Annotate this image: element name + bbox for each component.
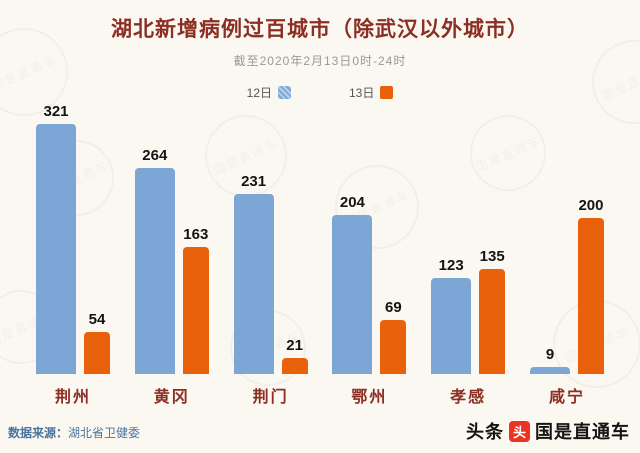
- bar-group-鄂州: 204 69 鄂州: [332, 100, 407, 407]
- data-source-value: 湖北省卫健委: [68, 426, 141, 440]
- bar-value-label: 54: [88, 311, 106, 328]
- category-label: 鄂州: [351, 389, 388, 406]
- data-source-label: 数据来源：: [8, 426, 69, 440]
- chart-title: 湖北新增病例过百城市（除武汉以外城市）: [111, 18, 529, 41]
- bar-group-孝感: 123 135 孝感: [431, 100, 506, 407]
- legend-item-12日: 12日: [247, 84, 291, 101]
- bar-value-label: 135: [479, 248, 505, 265]
- bar-value-label: 163: [183, 226, 209, 243]
- bar-group-黄冈: 264 163 黄冈: [134, 100, 209, 407]
- bar-13日-鄂州: [380, 320, 407, 374]
- bar-13日-荆门: [281, 358, 308, 374]
- bar-value-label: 9: [545, 346, 555, 363]
- bar-value-label: 123: [438, 257, 464, 274]
- chart-subtitle: 截至2020年2月13日0时-24时: [233, 54, 407, 68]
- brand-right-text: 国是直通车: [535, 422, 630, 442]
- brand-bar: 头条 头 国是直通车: [466, 418, 630, 444]
- data-source: 数据来源：湖北省卫健委: [8, 424, 140, 441]
- bar-group-荆门: 231 21 荆门: [233, 100, 308, 407]
- bar-13日-荆州: [84, 332, 110, 374]
- bar-13日-黄冈: [182, 247, 209, 374]
- legend-label: 13日: [349, 86, 375, 100]
- bar-pair: 231 21: [233, 100, 308, 374]
- bar-value-label: 264: [142, 147, 168, 164]
- bar-wrap: 21: [281, 337, 308, 374]
- bar-12日-荆州: [36, 124, 76, 374]
- bar-wrap: 200: [577, 197, 604, 374]
- bar-group-荆州: 321 54 荆州: [36, 100, 110, 407]
- bar-value-label: 200: [578, 197, 604, 214]
- bar-12日-荆门: [233, 194, 274, 374]
- bar-12日-鄂州: [332, 215, 373, 374]
- category-label: 荆州: [54, 389, 91, 406]
- bar-pair: 123 135: [431, 100, 506, 374]
- legend-swatch-icon: [278, 86, 291, 99]
- bar-value-label: 21: [286, 337, 303, 354]
- bar-13日-咸宁: [577, 218, 604, 374]
- bar-pair: 264 163: [134, 100, 209, 374]
- bar-pair: 9 200: [529, 100, 604, 374]
- bar-chart: 321 54 荆州 264 163 黄冈 231 21 荆门 204 69 鄂州 123 135 孝感 9 20…: [0, 103, 640, 407]
- bar-wrap: 204: [332, 194, 373, 374]
- bar-pair: 321 54: [36, 100, 110, 374]
- bar-wrap: 231: [233, 173, 274, 374]
- category-label: 咸宁: [548, 389, 585, 406]
- bar-13日-孝感: [479, 269, 506, 374]
- legend-label: 12日: [246, 86, 272, 100]
- bar-wrap: 321: [36, 103, 76, 374]
- legend-swatch-icon: [380, 86, 394, 99]
- bar-wrap: 264: [134, 147, 175, 374]
- toutiao-logo-icon: 头: [509, 420, 530, 442]
- bar-12日-黄冈: [134, 168, 175, 374]
- legend-item-13日: 13日: [349, 84, 394, 101]
- bar-12日-咸宁: [529, 367, 570, 374]
- brand-left-text: 头条: [466, 422, 504, 442]
- bar-wrap: 54: [84, 311, 110, 374]
- category-label: 黄冈: [153, 389, 190, 406]
- chart-legend: 12日 13日: [0, 84, 640, 101]
- bar-wrap: 163: [182, 226, 209, 374]
- bar-wrap: 135: [479, 248, 506, 374]
- bar-12日-孝感: [431, 278, 472, 374]
- bar-value-label: 204: [339, 194, 365, 211]
- category-label: 孝感: [450, 389, 487, 406]
- bar-wrap: 123: [431, 257, 472, 374]
- bar-value-label: 321: [43, 103, 69, 120]
- bar-value-label: 69: [385, 299, 402, 316]
- bar-value-label: 231: [241, 173, 267, 190]
- category-label: 荆门: [252, 389, 289, 406]
- bar-pair: 204 69: [332, 100, 407, 374]
- bar-wrap: 9: [529, 346, 570, 374]
- bar-wrap: 69: [380, 299, 407, 374]
- bar-group-咸宁: 9 200 咸宁: [529, 100, 604, 407]
